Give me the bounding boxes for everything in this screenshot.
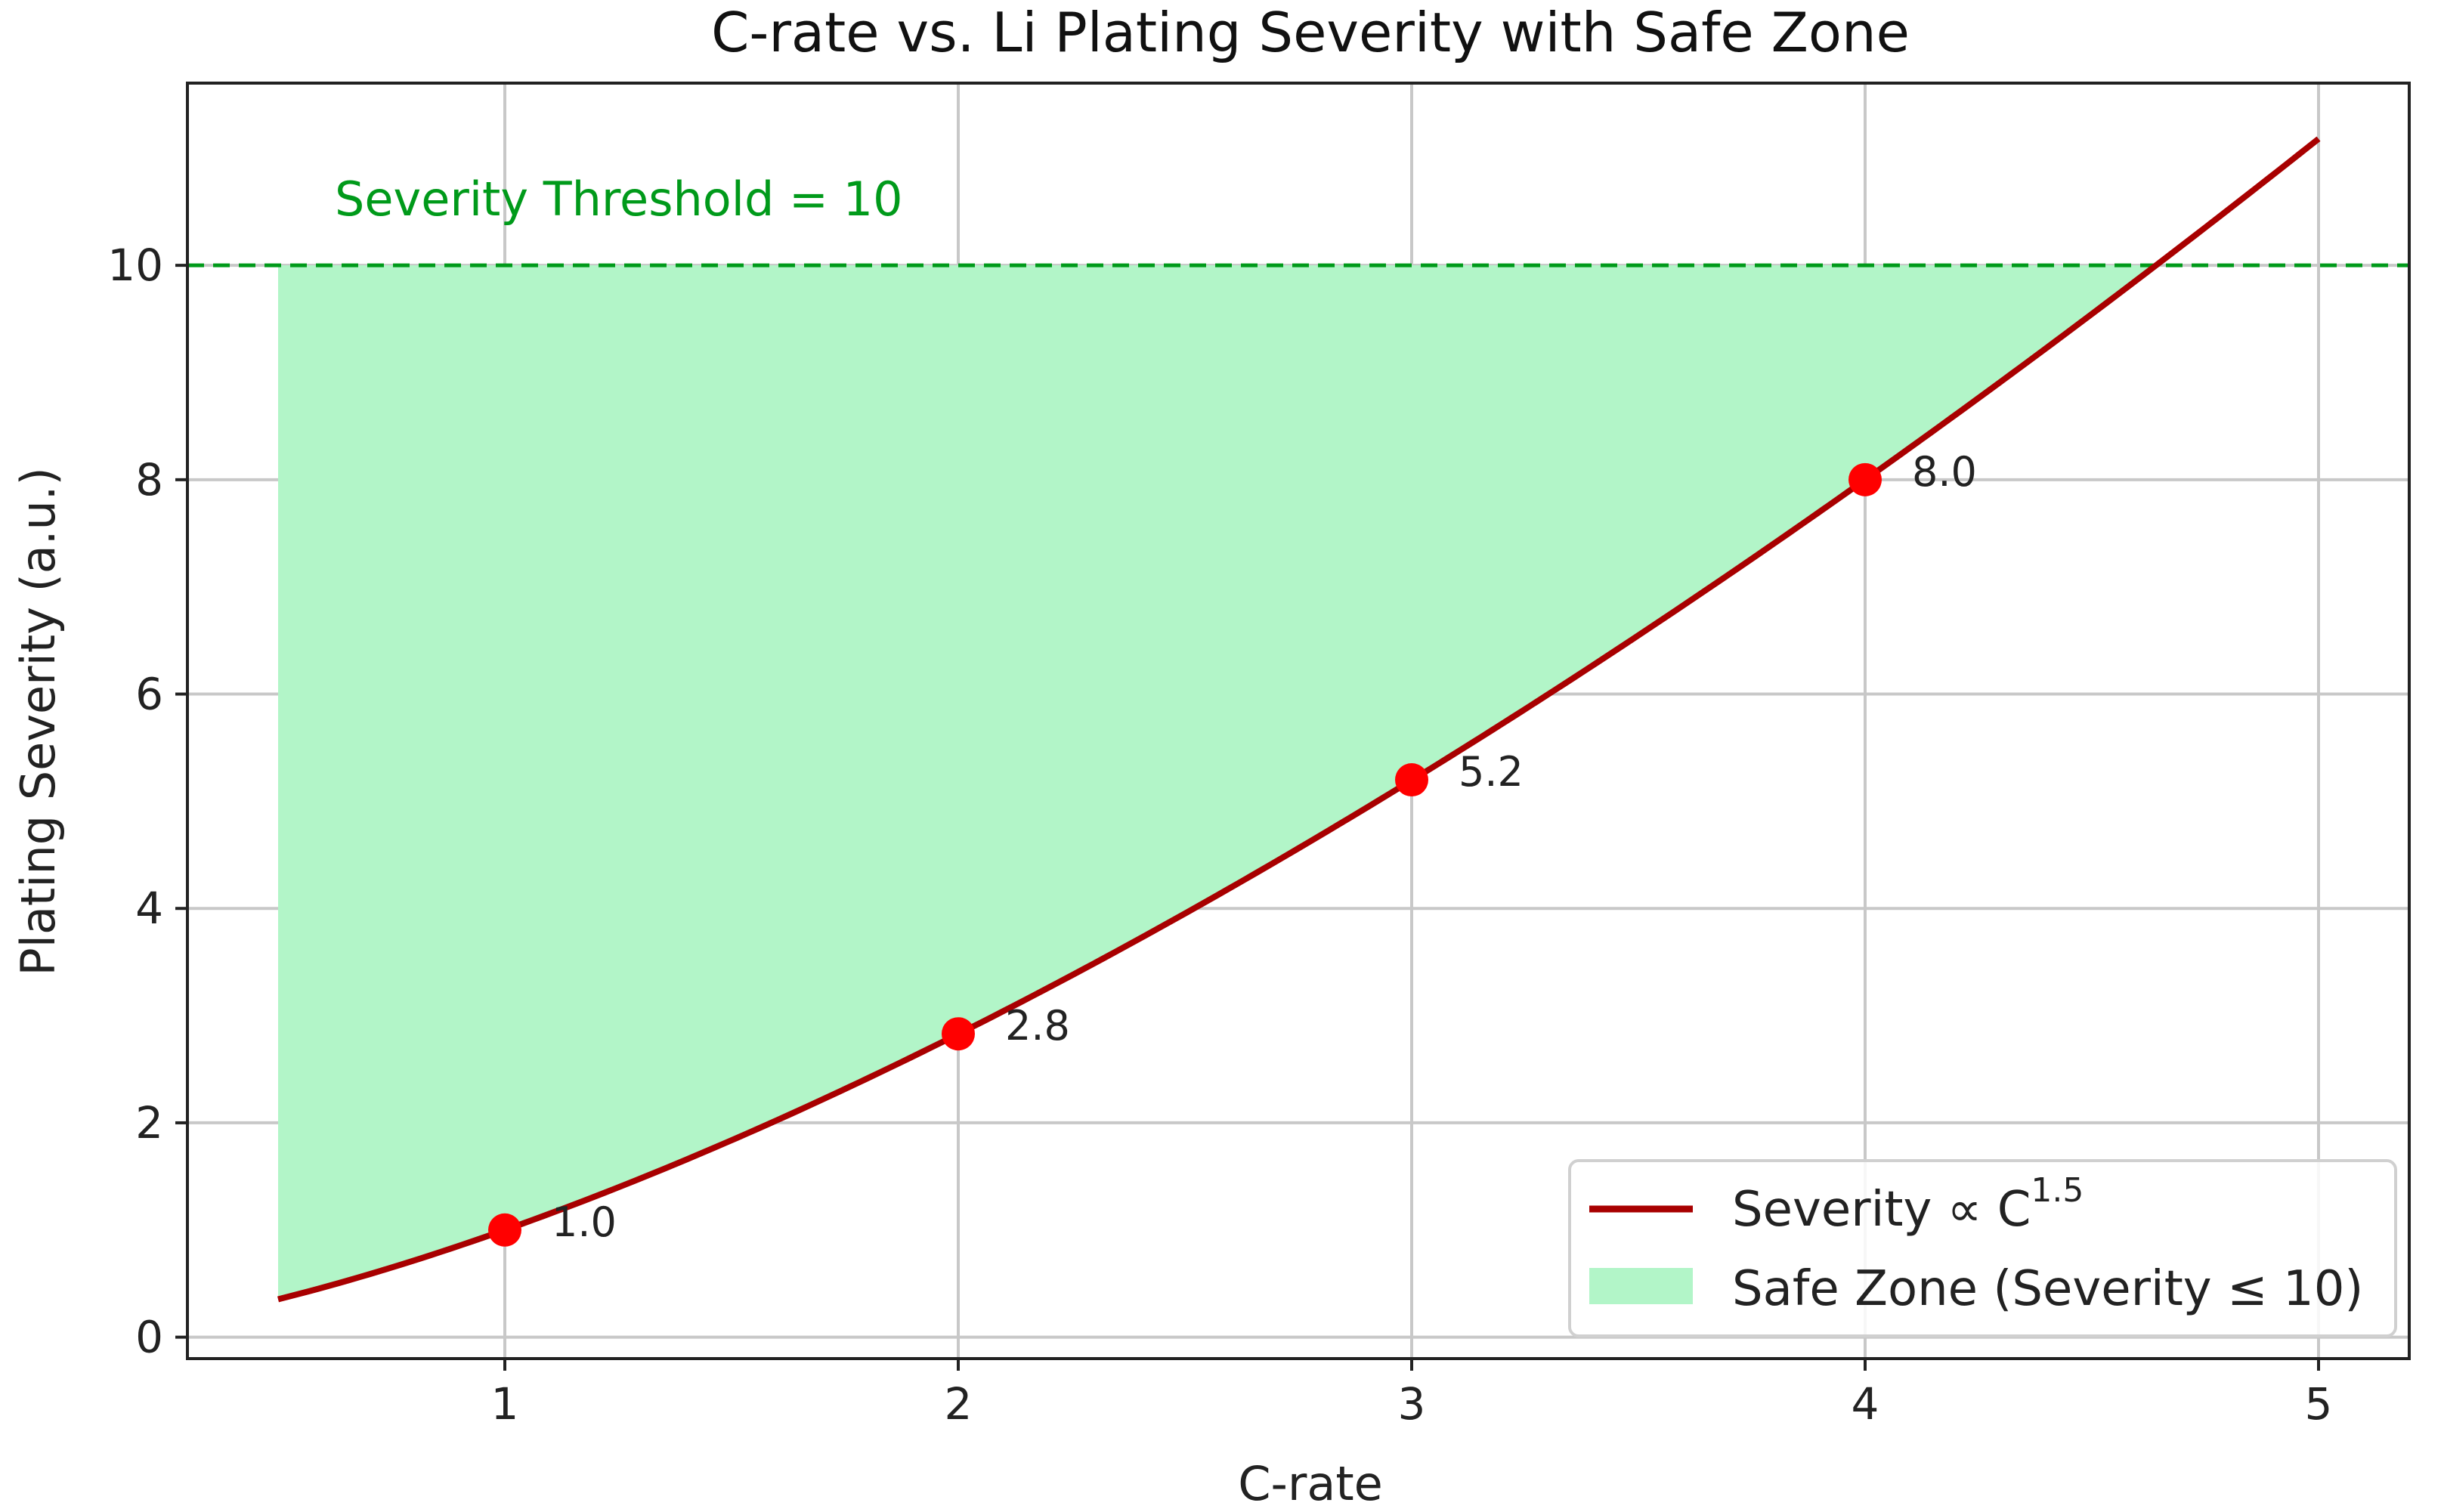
data-label: 2.8 (1005, 1002, 1070, 1050)
x-tick-label: 4 (1852, 1378, 1879, 1430)
x-tick-label: 2 (945, 1378, 973, 1430)
x-tick-label: 3 (1398, 1378, 1426, 1430)
data-point (942, 1017, 975, 1051)
x-axis-label: C-rate (1238, 1456, 1383, 1511)
y-tick-label: 4 (135, 883, 163, 934)
data-label: 1.0 (552, 1198, 617, 1246)
data-label: 8.0 (1912, 448, 1977, 496)
data-point (1395, 763, 1428, 797)
data-point (488, 1213, 521, 1247)
x-tick-label: 5 (2305, 1378, 2333, 1430)
legend-curve-label: Severity ∝ C1.5 (1732, 1171, 2084, 1238)
legend: Severity ∝ C1.5 Safe Zone (Severity ≤ 10… (1568, 1159, 2397, 1337)
severity-curve (277, 136, 2321, 1303)
data-points (488, 462, 1882, 1247)
legend-safe-zone-label: Safe Zone (Severity ≤ 10) (1732, 1261, 2363, 1317)
y-tick-label: 2 (135, 1097, 163, 1149)
y-tick-label: 8 (135, 454, 163, 506)
legend-curve-exponent: 1.5 (2031, 1171, 2084, 1210)
x-tick-label: 1 (491, 1378, 519, 1430)
y-tick-label: 10 (107, 240, 163, 291)
chart-title: C-rate vs. Li Plating Severity with Safe… (711, 1, 1910, 64)
y-tick-label: 6 (135, 669, 163, 720)
y-axis-label: Plating Severity (a.u.) (11, 467, 66, 976)
plot-frame (186, 82, 2411, 1360)
safe-zone-area (278, 265, 2156, 1300)
data-point (1848, 462, 1882, 496)
legend-curve-text: Severity ∝ C (1732, 1182, 2031, 1238)
data-labels: 1.0 2.8 5.2 8.0 (552, 448, 1977, 1246)
legend-safe-zone-swatch (1589, 1268, 1693, 1304)
y-tick-label: 0 (135, 1312, 163, 1363)
data-label: 5.2 (1459, 748, 1524, 796)
legend-box (1568, 1159, 2397, 1337)
x-axis-ticks: 1 2 3 4 5 (491, 1359, 2333, 1430)
y-axis-ticks: 0 2 4 6 8 10 (107, 240, 187, 1363)
threshold-label: Severity Threshold = 10 (335, 172, 903, 227)
